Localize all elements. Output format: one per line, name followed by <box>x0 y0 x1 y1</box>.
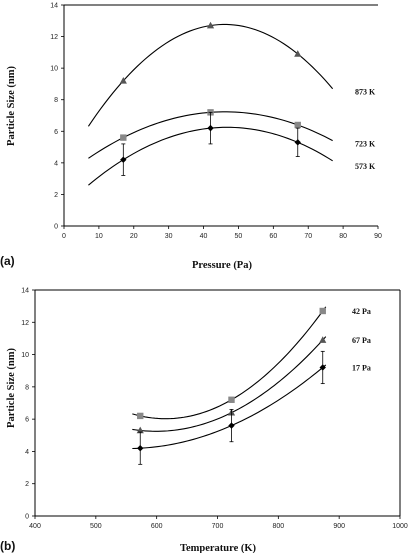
fit-curve <box>132 364 327 450</box>
x-tick-label: 60 <box>269 233 277 240</box>
axes <box>32 289 401 519</box>
x-tick-label: 500 <box>90 523 102 530</box>
x-tick-labels: 400 500 600 700 800 900 1000 <box>29 523 408 530</box>
y-tick-label: 14 <box>50 3 58 10</box>
x-tick-label: 30 <box>165 233 173 240</box>
series-label: 723 K <box>355 140 376 149</box>
y-tick-label: 0 <box>54 224 58 231</box>
x-axis-title: Temperature (K) <box>180 543 257 553</box>
y-tick-labels: 0 2 4 6 8 10 12 14 <box>50 3 58 231</box>
series-label: 873 K <box>355 88 376 97</box>
data-point-triangle-0 <box>119 76 127 84</box>
series-17-pa: 17 Pa <box>132 350 371 465</box>
y-axis-title: Particle Size (nm) <box>6 66 17 146</box>
y-tick-label: 2 <box>54 192 58 199</box>
panel-label-b: (b) <box>0 539 15 553</box>
y-tick-label: 14 <box>21 288 29 295</box>
panel-label-a: (a) <box>0 254 15 268</box>
y-tick-label: 8 <box>54 97 58 104</box>
data-point-square-2 <box>319 307 326 315</box>
data-point-square-0 <box>120 134 127 141</box>
x-tick-label: 40 <box>200 233 208 240</box>
y-tick-label: 4 <box>25 449 29 456</box>
x-tick-label: 80 <box>339 233 347 240</box>
data-point-diamond-0 <box>120 156 127 163</box>
y-tick-labels: 0 2 4 6 8 10 12 14 <box>21 288 29 521</box>
series-label: 42 Pa <box>352 307 371 316</box>
x-tick-label: 700 <box>212 523 224 530</box>
x-tick-label: 600 <box>151 523 163 530</box>
fit-curve <box>132 336 327 432</box>
data-point-diamond-2 <box>319 364 326 371</box>
data-point-diamond-2 <box>294 139 301 146</box>
data-series: 873 K 723 K 573 K <box>87 21 376 186</box>
y-tick-label: 0 <box>25 514 29 521</box>
axes <box>61 4 379 229</box>
series-label: 67 Pa <box>352 336 371 345</box>
x-tick-label: 900 <box>333 523 345 530</box>
y-tick-label: 10 <box>21 352 29 359</box>
data-point-triangle-2 <box>294 50 302 57</box>
x-tick-label: 90 <box>374 233 382 240</box>
y-tick-label: 4 <box>54 160 58 167</box>
y-tick-label: 10 <box>50 66 58 73</box>
x-tick-label: 70 <box>304 233 312 240</box>
x-tick-labels: 0 10 20 30 40 50 60 70 80 90 <box>62 233 382 240</box>
data-point-triangle-1 <box>206 21 215 29</box>
chart-panel-a: 0 10 20 30 40 50 60 70 80 90 0 2 4 6 8 10 12 14 873 K 723… <box>0 3 382 272</box>
data-point-diamond-0 <box>137 445 144 452</box>
chart-panel-b: 400 500 600 700 800 900 1000 0 2 4 6 8 10 12 14 42 Pa… <box>0 288 408 553</box>
series-label: 573 K <box>355 162 376 171</box>
data-point-square-1 <box>228 396 235 403</box>
x-axis-title: Pressure (Pa) <box>192 260 252 271</box>
y-tick-label: 12 <box>50 34 58 41</box>
y-axis-title: Particle Size (nm) <box>6 348 17 428</box>
data-point-triangle-0 <box>136 426 144 434</box>
x-tick-label: 1000 <box>392 523 408 530</box>
x-tick-label: 0 <box>62 233 66 240</box>
data-point-square-2 <box>294 121 301 129</box>
series-label: 17 Pa <box>352 363 371 372</box>
y-tick-label: 6 <box>25 417 29 424</box>
series-42-pa: 42 Pa <box>132 306 371 420</box>
y-tick-label: 8 <box>25 384 29 391</box>
y-tick-label: 2 <box>25 481 29 488</box>
y-tick-label: 6 <box>54 129 58 136</box>
data-point-triangle-2 <box>319 336 327 343</box>
data-series: 42 Pa 67 Pa 17 Pa <box>132 306 371 465</box>
data-point-diamond-1 <box>228 422 235 429</box>
x-tick-label: 800 <box>272 523 284 530</box>
series-723-k: 723 K <box>88 109 376 159</box>
x-tick-label: 50 <box>235 233 243 240</box>
series-873-k: 873 K <box>87 21 376 127</box>
x-tick-label: 20 <box>130 233 138 240</box>
y-tick-label: 12 <box>21 320 29 327</box>
series-573-k: 573 K <box>88 111 376 186</box>
x-tick-label: 10 <box>95 233 103 240</box>
x-tick-label: 400 <box>29 523 41 530</box>
data-point-diamond-1 <box>207 124 214 132</box>
data-point-square-0 <box>137 412 144 420</box>
